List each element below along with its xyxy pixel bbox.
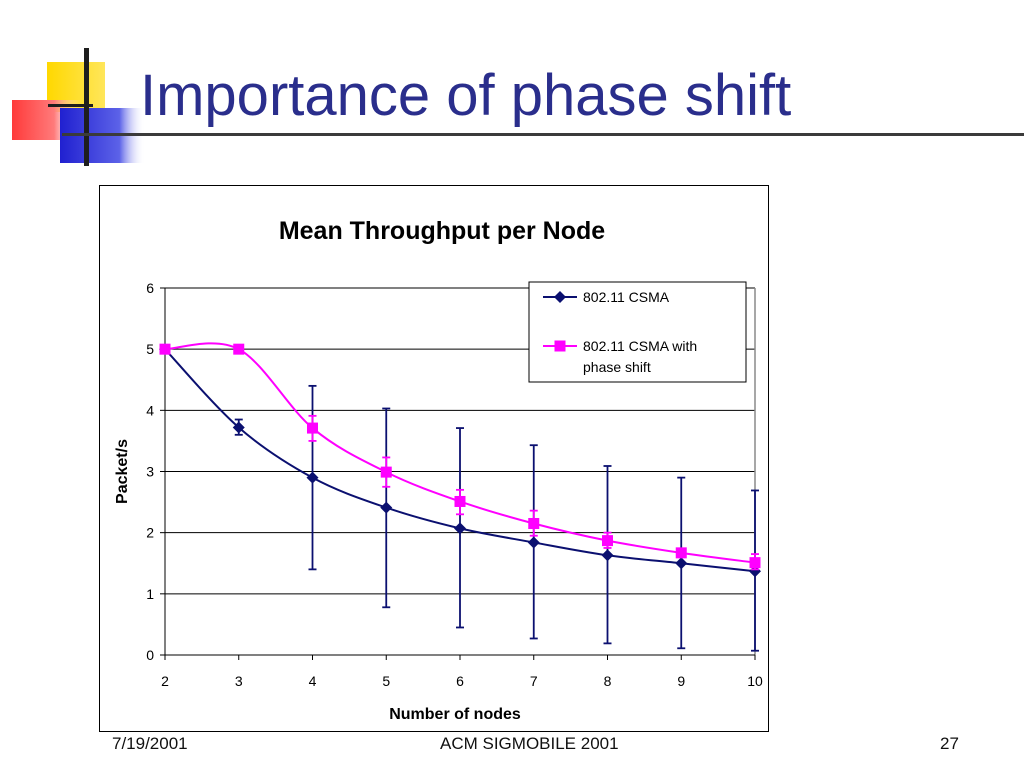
y-tick-label: 2 [146, 525, 154, 541]
data-point [307, 422, 318, 434]
page-number: 27 [940, 734, 959, 753]
slide-title: Importance of phase shift [140, 63, 792, 128]
legend-entry-csma: 802.11 CSMA [543, 289, 670, 305]
x-axis-label: Number of nodes [389, 706, 521, 723]
footer-date: 7/19/2001 [112, 734, 188, 753]
data-point [527, 536, 540, 549]
title-divider [62, 133, 1024, 136]
data-point [232, 421, 245, 434]
x-tick-label: 9 [677, 673, 685, 689]
slide-logo [12, 48, 145, 166]
x-tick-label: 8 [604, 673, 612, 689]
data-point [675, 557, 688, 570]
y-tick-label: 5 [146, 341, 154, 357]
data-point [454, 522, 466, 535]
data-point [306, 471, 319, 484]
data-point [675, 547, 687, 559]
data-point [528, 517, 540, 529]
legend-box [528, 281, 747, 383]
legend-label: 802.11 CSMA with phase shift [583, 338, 697, 375]
x-tick-label: 7 [530, 673, 538, 689]
legend-marker [554, 340, 566, 352]
data-point [380, 466, 392, 478]
data-point [233, 343, 245, 355]
y-axis-label: Packet/s [114, 439, 131, 504]
x-tick-label: 2 [161, 673, 169, 689]
data-point [749, 557, 761, 569]
data-point [454, 495, 466, 507]
legend-label: 802.11 CSMA [583, 289, 670, 305]
throughput-chart: 0 1 2 3 4 5 6 2 3 4 5 6 7 8 9 10 Number of nodes Packet/s… [114, 217, 763, 723]
data-point [380, 501, 393, 514]
data-point [601, 549, 614, 562]
y-tick-label: 0 [146, 647, 154, 663]
x-tick-label: 4 [309, 673, 317, 689]
y-tick-label: 3 [146, 464, 154, 480]
x-tick-label: 5 [382, 673, 390, 689]
legend-entry-phase-shift: 802.11 CSMA with phase shift [543, 338, 697, 375]
chart-title: Mean Throughput per Node [279, 217, 605, 245]
footer-conference: ACM SIGMOBILE 2001 [440, 734, 619, 753]
data-point [159, 343, 171, 355]
series-csma-phase-shift [159, 342, 761, 571]
data-point [749, 565, 761, 578]
x-tick-label: 3 [235, 673, 243, 689]
legend-marker [554, 291, 566, 303]
x-tick-label: 10 [747, 673, 763, 689]
chart-frame: 0 1 2 3 4 5 6 2 3 4 5 6 7 8 9 10 Number of nodes Packet/s… [99, 185, 769, 732]
y-tick-label: 4 [146, 402, 154, 418]
x-tick-label: 6 [456, 673, 464, 689]
y-tick-label: 6 [146, 280, 154, 296]
data-point [602, 535, 613, 547]
y-tick-label: 1 [146, 586, 154, 602]
